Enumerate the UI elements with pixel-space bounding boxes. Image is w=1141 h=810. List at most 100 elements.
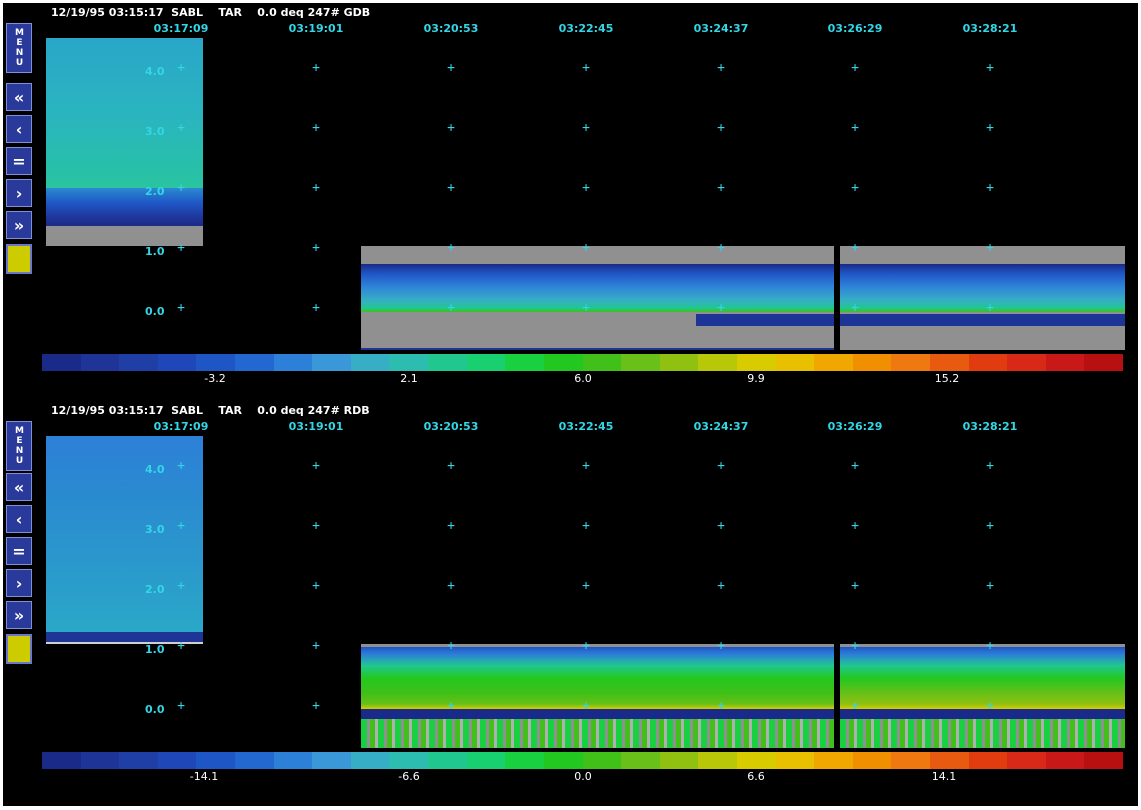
- colorbar-segment: [505, 354, 544, 371]
- colorbar: [42, 752, 1124, 769]
- double-chevron-right-icon: »: [13, 215, 25, 235]
- grid-plus-marker: +: [312, 638, 320, 654]
- colorbar-segment: [350, 752, 390, 769]
- colorbar-segment: [389, 354, 429, 371]
- colorbar-segment: [42, 752, 81, 769]
- pause-button[interactable]: =: [6, 537, 32, 565]
- menu-button[interactable]: MENU: [6, 23, 32, 73]
- grid-plus-marker: +: [447, 698, 455, 714]
- colorbar-segment: [466, 752, 506, 769]
- grid-plus-marker: +: [177, 578, 185, 594]
- colorbar-segment: [80, 354, 120, 371]
- grid-plus-marker: +: [177, 240, 185, 256]
- colorbar-segment: [196, 354, 236, 371]
- grid-plus-marker: +: [447, 180, 455, 196]
- color-select-button[interactable]: [6, 244, 32, 274]
- grid-plus-marker: +: [717, 240, 725, 256]
- colorbar-segment: [273, 752, 313, 769]
- colorbar-segment: [312, 354, 351, 371]
- step-forward-button[interactable]: ›: [6, 569, 32, 597]
- grid-plus-marker: +: [582, 518, 590, 534]
- double-chevron-right-icon: »: [13, 605, 25, 625]
- double-chevron-left-icon: «: [13, 87, 25, 107]
- colorbar-segment: [350, 354, 390, 371]
- grid-plus-marker: +: [717, 180, 725, 196]
- menu-label: MENU: [14, 426, 25, 466]
- grid-plus-marker: +: [851, 300, 859, 316]
- colorbar-segment: [466, 354, 506, 371]
- chevron-left-icon: ‹: [15, 119, 23, 139]
- grid-plus-marker: +: [986, 240, 994, 256]
- grid-plus-marker: +: [177, 698, 185, 714]
- fast-forward-button[interactable]: »: [6, 601, 32, 629]
- colorbar-segment: [157, 354, 197, 371]
- time-label: 03:24:37: [693, 22, 749, 35]
- time-label: 03:19:01: [288, 420, 344, 433]
- time-label: 03:17:09: [153, 420, 209, 433]
- colorbar-segment: [428, 752, 467, 769]
- grid-plus-marker: +: [851, 518, 859, 534]
- grid-plus-marker: +: [851, 60, 859, 76]
- grid-plus-marker: +: [717, 518, 725, 534]
- grid-plus-marker: +: [851, 638, 859, 654]
- panel-header: 12/19/95 03:15:17 SABL TAR 0.0 deq 247# …: [51, 6, 371, 19]
- grid-plus-marker: +: [717, 458, 725, 474]
- colorbar-label: 14.1: [931, 770, 957, 783]
- colorbar-segment: [775, 354, 815, 371]
- fast-forward-button[interactable]: »: [6, 211, 32, 239]
- grid-plus-marker: +: [582, 240, 590, 256]
- grid-plus-marker: +: [447, 120, 455, 136]
- colorbar-segment: [852, 354, 892, 371]
- colorbar-label: 6.6: [747, 770, 765, 783]
- colorbar-segment: [852, 752, 892, 769]
- y-tick-label: 0.0: [145, 305, 165, 318]
- colorbar-segment: [119, 752, 158, 769]
- time-label: 03:19:01: [288, 22, 344, 35]
- grid-plus-marker: +: [851, 180, 859, 196]
- colorbar: [42, 354, 1124, 371]
- colorbar-segment: [1007, 354, 1046, 371]
- colorbar-label: -3.2: [204, 372, 226, 385]
- colorbar-segment: [891, 354, 931, 371]
- colorbar-segment: [80, 752, 120, 769]
- color-select-button[interactable]: [6, 634, 32, 664]
- grid-plus-marker: +: [717, 60, 725, 76]
- grid-plus-marker: +: [582, 698, 590, 714]
- pause-button[interactable]: =: [6, 147, 32, 175]
- grid-plus-marker: +: [177, 120, 185, 136]
- grid-plus-marker: +: [717, 698, 725, 714]
- grid-plus-marker: +: [986, 698, 994, 714]
- time-label: 03:24:37: [693, 420, 749, 433]
- grid-plus-marker: +: [986, 638, 994, 654]
- y-tick-label: 3.0: [145, 523, 165, 536]
- colorbar-segment: [235, 752, 274, 769]
- colorbar-segment: [119, 354, 158, 371]
- step-back-button[interactable]: ‹: [6, 115, 32, 143]
- time-label: 03:22:45: [558, 420, 614, 433]
- colorbar-segment: [775, 752, 815, 769]
- grid-plus-marker: +: [582, 180, 590, 196]
- colorbar-segment: [736, 752, 776, 769]
- colorbar-label: 2.1: [400, 372, 418, 385]
- colorbar-label: -14.1: [189, 770, 219, 783]
- colorbar-segment: [1045, 354, 1085, 371]
- panel-header: 12/19/95 03:15:17 SABL TAR 0.0 deq 247# …: [51, 404, 370, 417]
- colorbar-segment: [273, 354, 313, 371]
- rewind-button[interactable]: «: [6, 83, 32, 111]
- grid-plus-marker: +: [851, 698, 859, 714]
- grid-plus-marker: +: [312, 300, 320, 316]
- time-label: 03:17:09: [153, 22, 209, 35]
- colorbar-segment: [505, 752, 544, 769]
- grid-plus-marker: +: [986, 120, 994, 136]
- menu-button[interactable]: MENU: [6, 421, 32, 471]
- grid-plus-marker: +: [447, 300, 455, 316]
- time-height-strip: [840, 246, 1125, 350]
- rewind-button[interactable]: «: [6, 473, 32, 501]
- grid-plus-marker: +: [582, 120, 590, 136]
- step-forward-button[interactable]: ›: [6, 179, 32, 207]
- colorbar-label: 15.2: [934, 372, 960, 385]
- grid-plus-marker: +: [986, 60, 994, 76]
- y-tick-label: 0.0: [145, 703, 165, 716]
- step-back-button[interactable]: ‹: [6, 505, 32, 533]
- time-label: 03:20:53: [423, 22, 479, 35]
